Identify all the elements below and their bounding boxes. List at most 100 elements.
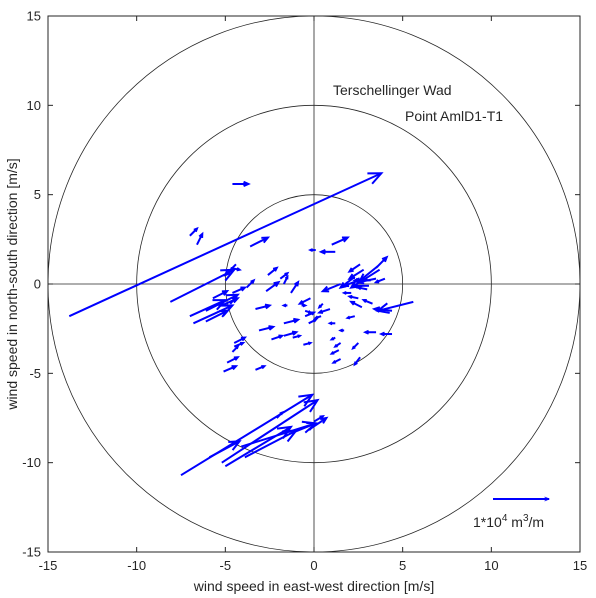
wind-arrow-head [293,280,300,287]
wind-arrow-head [308,248,314,252]
wind-arrow [304,309,313,314]
wind-arrow-head [347,294,353,300]
x-ticks: -15 -10 -5 0 5 10 15 [39,16,587,573]
wind-arrow-shaft [192,304,233,325]
wind-arrow-head [351,345,356,351]
wind-arrow [169,268,237,303]
wind-arrow-shaft [189,299,226,318]
wind-arrow [347,263,361,273]
wind-arrow [230,266,242,272]
wind-arrow [223,263,237,277]
wind-arrow-head [279,410,284,416]
wind-arrow [233,336,248,344]
wind-arrow-head [329,336,335,341]
wind-arrow-head [236,267,242,272]
wind-arrow-head [193,226,199,233]
y-ticks: -15 -10 -5 0 5 10 15 [22,9,580,560]
wind-arrow-head [306,422,319,431]
y-tick-label: 15 [27,9,41,24]
wind-arrow [281,303,288,308]
wind-arrow [290,280,300,294]
wind-arrow-head [223,270,231,277]
wind-arrow-head [268,325,276,331]
wind-arrow-head [228,440,242,451]
wind-arrow-head [293,317,301,324]
wind-arrow-head [338,281,347,290]
wind-arrow [297,297,311,305]
wind-arrow-head [313,315,319,320]
wind-arrow-head [375,302,390,314]
wind-arrow-head [198,231,204,238]
wind-arrow-shaft [208,440,240,459]
zero-axes [48,16,580,552]
wind-arrow [316,308,331,314]
wind-arrow-head [302,303,308,308]
wind-arrow-head [278,334,285,340]
wind-arrow [232,286,248,294]
wind-arrow [223,365,239,373]
wind-arrow [258,325,276,332]
wind-arrow-head [264,303,273,310]
wind-arrow-head [333,343,338,348]
wind-arrow-head [373,279,380,284]
wind-arrow [271,334,285,341]
wind-arrow [255,303,273,310]
wind-arrow [361,298,373,305]
wind-arrow-shaft [169,268,235,303]
wind-arrow-head [221,290,230,296]
wind-arrow [226,356,240,364]
y-axis-label: wind speed in north-south direction [m/s… [4,158,20,410]
wind-arrow-shaft [240,422,317,448]
wind-arrow [308,318,318,325]
wind-arrow-head [272,266,279,272]
wind-arrow [329,336,336,341]
wind-arrow [221,297,240,307]
wind-arrow [347,268,365,280]
wind-arrow-head [233,356,240,361]
wind-arrow-head [250,278,256,284]
wind-arrow-shaft [205,309,228,323]
wind-arrow [276,410,284,419]
wind-arrow [355,285,368,291]
wind-arrow [265,280,281,292]
x-axis-label: wind speed in east-west direction [m/s] [193,578,434,594]
x-tick-label: 15 [573,558,587,573]
wind-arrow [345,315,356,320]
wind-arrow [375,300,414,314]
wind-arrow-head [341,291,347,295]
wind-arrow-shaft [212,290,228,300]
annotation-point: Point AmlD1-T1 [405,108,503,124]
wind-arrow [351,342,360,351]
wind-arrow-shaft [348,268,365,280]
wind-arrow [255,365,267,371]
y-tick-label: 5 [34,187,41,202]
wind-arrow [288,422,319,436]
wind-arrow-shaft [359,265,379,282]
wind-arrow-head [381,255,389,263]
y-tick-label: -5 [29,366,41,381]
wind-arrow [349,300,363,309]
wind-arrow-head [276,425,294,439]
wind-arrow [313,414,325,423]
wind-arrow-shaft [375,256,388,269]
wind-arrow-head [240,336,248,342]
wind-arrow [338,328,345,333]
arrow-layer [68,172,414,477]
x-tick-label: -15 [39,558,58,573]
wind-arrow-shaft [68,172,382,318]
x-tick-label: -10 [127,558,146,573]
wind-arrow [318,249,336,255]
wind-arrow [303,341,313,346]
wind-arrow-head [349,300,356,306]
wind-arrow-shaft [331,236,349,246]
wind-arrow [205,309,230,323]
wind-arrow-shaft [244,429,297,459]
wind-arrow-shaft [249,236,269,248]
wind-arrow [196,231,204,246]
wind-arrow-head [273,280,281,288]
x-tick-label: 5 [399,558,406,573]
wind-arrow-head [347,267,354,273]
wind-arrow-shaft [377,300,414,312]
wind-arrow-shaft [221,399,319,464]
y-tick-label: -10 [22,455,41,470]
